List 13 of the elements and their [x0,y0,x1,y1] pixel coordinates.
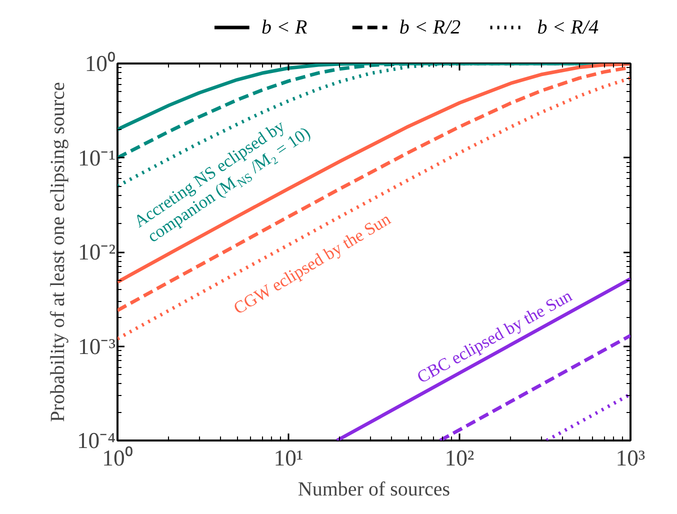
x-axis-title: Number of sources [298,478,450,500]
y-tick-label: 10⁻¹ [78,145,116,170]
x-tick-label: 10³ [616,446,646,470]
y-tick-label: 10⁻³ [78,334,116,359]
series-label: b < R [261,16,308,38]
y-tick-label: 10⁻² [78,240,116,264]
x-tick-label: 10² [444,446,474,470]
x-tick-label: 10⁰ [102,446,133,470]
y-tick-label: 10⁰ [84,51,116,76]
series-label: b < R/2 [399,16,461,38]
x-tick-label: 10¹ [274,446,304,470]
y-axis-title: Probability of at least one eclipsing source [46,82,69,422]
series-label: b < R/4 [537,16,599,38]
